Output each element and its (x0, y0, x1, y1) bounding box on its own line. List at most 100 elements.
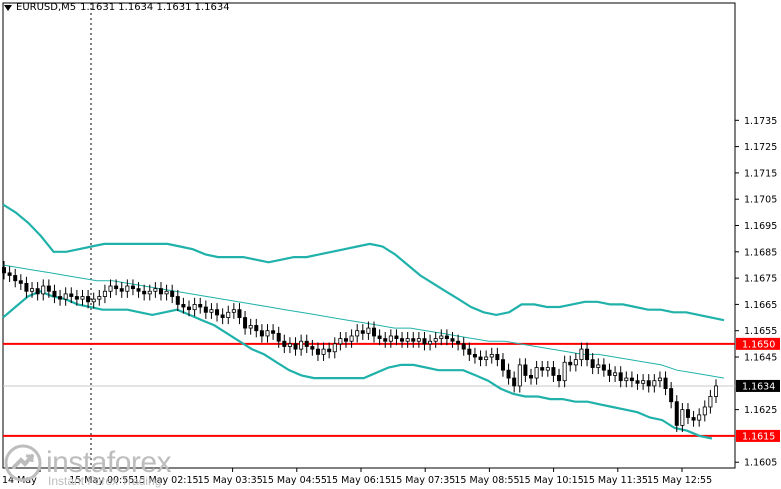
candle-body (467, 348, 472, 355)
candle-body (130, 285, 135, 290)
candle-body (534, 367, 539, 379)
candle-body (613, 372, 618, 376)
candle-body (259, 330, 264, 337)
x-tick-label: 15 May 11:35 (583, 475, 648, 486)
candle-body (226, 311, 231, 318)
candle-body (142, 290, 147, 295)
candle-body (35, 288, 40, 295)
candle-body (349, 335, 354, 342)
candle-body (271, 330, 276, 334)
candle-body (343, 338, 348, 342)
candle-body (506, 369, 511, 379)
candle-body (433, 338, 438, 342)
candle-body (478, 356, 483, 361)
y-tick-label: 1.1605 (744, 458, 777, 469)
candle-body (444, 335, 449, 339)
candle-body (607, 369, 612, 376)
candle-body (691, 417, 696, 421)
y-tick-label: 1.1625 (744, 405, 777, 416)
candle-body (231, 309, 236, 313)
plot-frame (2, 2, 736, 469)
x-tick-label: 15 May 00:55 (69, 475, 134, 486)
watermark-brand: instaforex (46, 446, 172, 479)
candle-body (91, 298, 96, 303)
current-price-badge (736, 379, 780, 392)
candle-body (579, 348, 584, 361)
candle-body (495, 353, 500, 361)
candle-body (30, 288, 35, 292)
candle-body (557, 375, 562, 382)
x-tick-label: 15 May 04:55 (262, 475, 327, 486)
candle-body (299, 340, 304, 350)
x-tick-label: 15 May 03:35 (198, 475, 263, 486)
level-price-badge (736, 429, 780, 442)
level-price-label: 1.1650 (742, 339, 775, 350)
candle-body (388, 335, 393, 342)
candle-body (685, 409, 690, 418)
candle-body (86, 296, 91, 303)
candle-body (641, 380, 646, 384)
candle-body (422, 338, 427, 345)
candle-body (360, 330, 365, 334)
candle-body (327, 348, 332, 353)
candle-body (97, 296, 102, 300)
dropdown-triangle-icon[interactable] (4, 4, 12, 11)
candle-body (310, 346, 315, 350)
candle-body (562, 361, 567, 382)
candle-body (523, 364, 528, 376)
candle-body (355, 330, 360, 337)
instaforex-logo-icon (4, 444, 42, 482)
candle-body (46, 285, 51, 292)
candle-body (248, 325, 253, 329)
candle-body (69, 293, 74, 297)
candle-body (629, 377, 634, 382)
candle-body (114, 285, 119, 290)
y-tick-label: 1.1735 (744, 116, 777, 127)
candle-body (652, 380, 657, 387)
y-tick-label: 1.1725 (744, 142, 777, 153)
candle-body (119, 288, 124, 292)
y-tick-label: 1.1685 (744, 247, 777, 258)
candle-body (663, 377, 668, 389)
candle-body (7, 272, 12, 276)
bollinger-lower-band (2, 290, 713, 440)
candle-body (102, 290, 107, 297)
candle-body (175, 296, 180, 305)
candle-body (338, 338, 343, 345)
candle-body (276, 332, 281, 342)
candle-body (545, 367, 550, 371)
candle-body (366, 327, 371, 334)
y-tick-label: 1.1695 (744, 221, 777, 232)
candle-body (439, 335, 444, 339)
candle-body (540, 367, 545, 371)
candle-body (315, 348, 320, 355)
candle-body (282, 340, 287, 347)
candle-body (500, 359, 505, 371)
candle-body (136, 288, 141, 292)
candle-body (164, 290, 169, 295)
chart-header: EURUSD,M5 1.1631 1.1634 1.1631 1.1634 (4, 2, 230, 13)
moving-average-line (2, 264, 725, 379)
candle-body (181, 304, 186, 308)
candle-body (484, 356, 489, 361)
watermark-logo: instaforex Instant Forex Trading (4, 444, 172, 488)
candle-body (394, 335, 399, 339)
bollinger-upper-band (2, 203, 725, 322)
candle-body (585, 348, 590, 361)
candle-body (158, 288, 163, 295)
x-tick-label: 15 May 06:15 (326, 475, 391, 486)
candle-body (237, 309, 242, 318)
level-price-badge (736, 337, 780, 350)
candle-body (456, 340, 461, 345)
candle-body (192, 304, 197, 311)
candle-body (674, 401, 679, 426)
candle-body (618, 372, 623, 382)
current-price-label: 1.1634 (742, 381, 775, 392)
candle-body (80, 296, 85, 300)
x-tick-label: 15 May 07:35 (390, 475, 455, 486)
level-price-label: 1.1615 (742, 431, 775, 442)
candle-body (383, 338, 388, 342)
candle-body (58, 296, 63, 300)
